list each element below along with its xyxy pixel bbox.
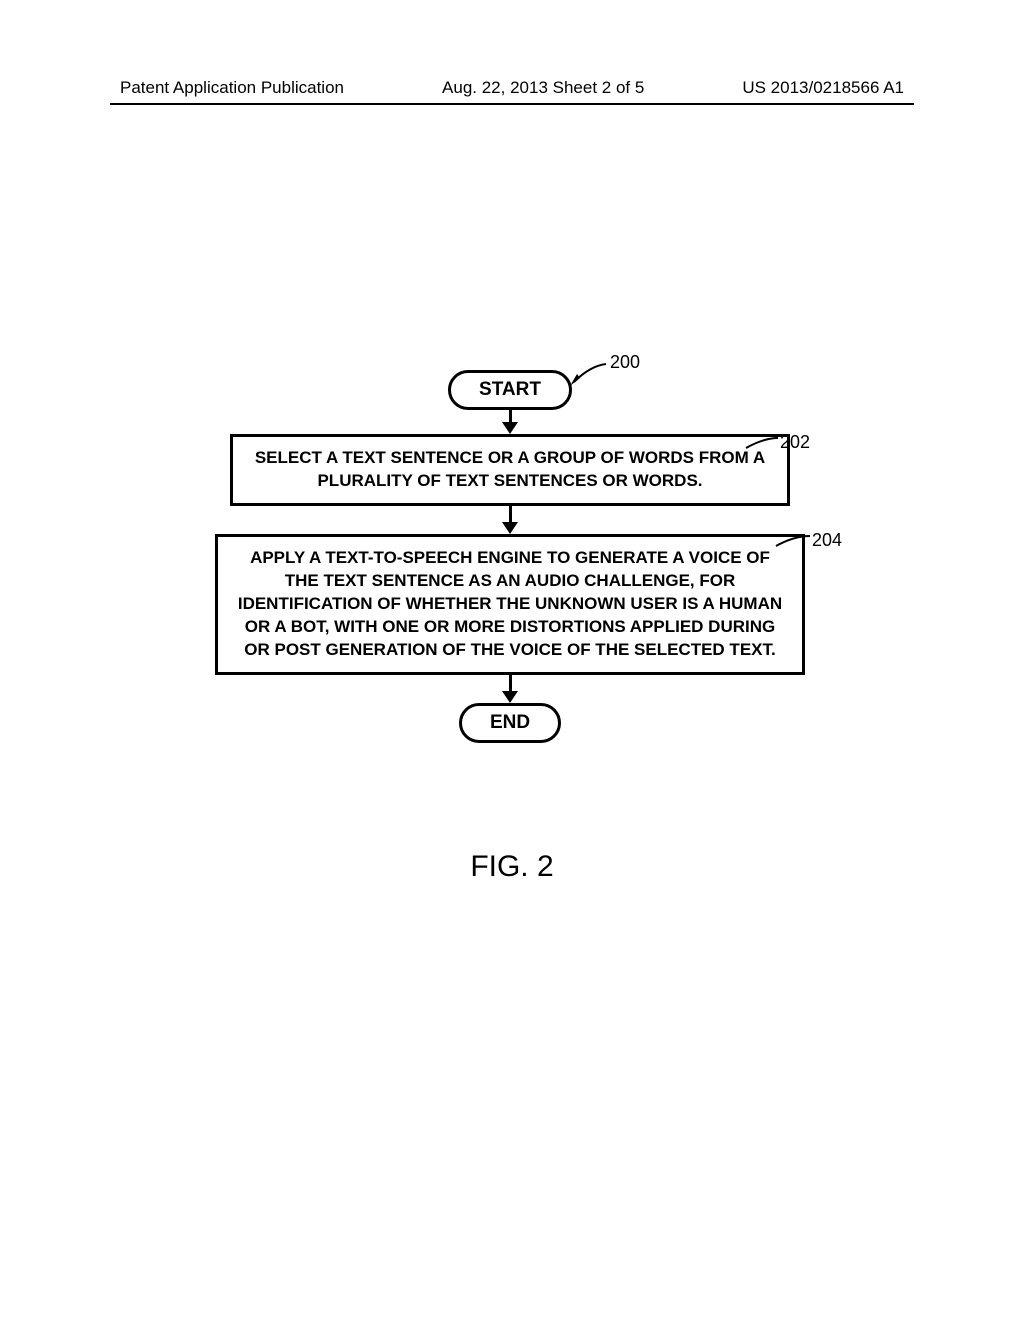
- end-node: END: [459, 703, 561, 743]
- header-right: US 2013/0218566 A1: [742, 78, 904, 98]
- end-node-wrap: END: [180, 703, 840, 743]
- start-node: START: [448, 370, 572, 410]
- ref-204-leader: [772, 530, 812, 552]
- figure-caption: FIG. 2: [0, 850, 1024, 884]
- ref-202-leader: [742, 434, 780, 454]
- header-left: Patent Application Publication: [120, 78, 344, 98]
- header-divider: [110, 103, 914, 105]
- step1-node: SELECT A TEXT SENTENCE OR A GROUP OF WOR…: [230, 434, 790, 506]
- ref-204: 204: [812, 530, 842, 551]
- arrow-step2-to-end: [180, 675, 840, 703]
- step2-text: APPLY A TEXT-TO-SPEECH ENGINE TO GENERAT…: [238, 548, 782, 659]
- header-center: Aug. 22, 2013 Sheet 2 of 5: [442, 78, 644, 98]
- step1-text: SELECT A TEXT SENTENCE OR A GROUP OF WOR…: [255, 448, 765, 490]
- flowchart: 200 START SELECT A TEXT SENTENCE OR A GR…: [180, 370, 840, 743]
- page-header: Patent Application Publication Aug. 22, …: [0, 78, 1024, 98]
- step2-node: APPLY A TEXT-TO-SPEECH ENGINE TO GENERAT…: [215, 534, 805, 675]
- ref-202: 202: [780, 432, 810, 453]
- start-node-wrap: START: [180, 370, 840, 410]
- arrow-step1-to-step2: [180, 506, 840, 534]
- arrow-start-to-step1: [180, 410, 840, 434]
